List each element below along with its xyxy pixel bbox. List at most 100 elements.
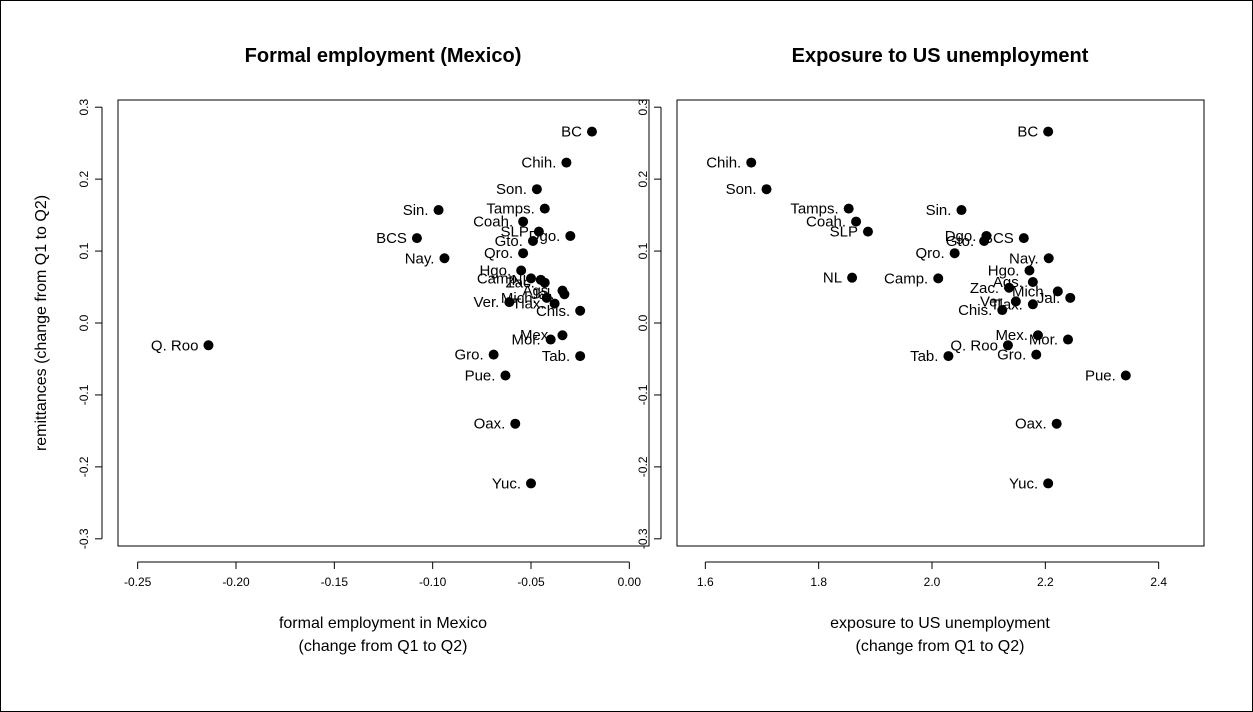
plot-frame (117, 99, 650, 547)
y-tick-label: -0.1 (636, 384, 650, 405)
x-tick-label: -0.20 (222, 575, 250, 589)
data-point (1018, 233, 1029, 244)
data-point (575, 351, 586, 362)
data-point (1024, 265, 1035, 276)
data-point-label: Gto. (946, 233, 974, 250)
data-point (1043, 253, 1054, 264)
data-point-label: BCS (983, 230, 1014, 247)
plot-frame (676, 99, 1205, 547)
data-point (559, 289, 570, 300)
data-point (549, 298, 560, 309)
data-point (575, 305, 586, 316)
data-point-label: Pue. (465, 368, 496, 385)
data-point-label: Oax. (1015, 416, 1047, 433)
data-point (1051, 418, 1062, 429)
data-point-label: Qro. (484, 245, 513, 262)
data-point-label: Jal. (1037, 290, 1060, 307)
y-tick-label: 0.1 (636, 242, 650, 259)
data-point-label: Camp. (477, 270, 521, 287)
data-point (949, 248, 960, 259)
data-point (1010, 296, 1021, 307)
data-point (1043, 126, 1054, 137)
y-tick-label: 0.3 (636, 99, 650, 116)
data-point (761, 184, 772, 195)
data-point-label: Mich. (1012, 283, 1048, 300)
data-point-label: Chih. (521, 155, 556, 172)
data-point (539, 203, 550, 214)
y-axis: -0.3 -0.2 -0.1 0.0 0.1 0.2 0.3 (636, 99, 662, 549)
data-point-label: Pue. (1085, 368, 1116, 385)
data-point-label: Ags. (993, 274, 1023, 291)
y-tick-label: -0.2 (636, 456, 650, 477)
x-axis: -0.25 -0.20 -0.15 -0.10 -0.05 0.00 (124, 561, 642, 589)
data-point-label: Gro. (997, 347, 1026, 364)
data-point-label: SLP (830, 224, 858, 241)
data-point (956, 205, 967, 216)
data-point-label: Oax. (474, 416, 506, 433)
x-tick-label: 2.0 (924, 575, 941, 589)
data-point (439, 253, 450, 264)
data-point (545, 334, 556, 345)
data-point (979, 235, 990, 246)
x-tick-label: 0.00 (618, 575, 642, 589)
data-point-label: Tamps. (790, 201, 838, 218)
data-point (504, 297, 515, 308)
data-point (526, 273, 536, 284)
data-point-label: Ver. (474, 294, 500, 311)
y-tick-label: 0.0 (636, 314, 650, 331)
data-point-label: Yuc. (1009, 475, 1038, 492)
data-point-label: Mor. (1029, 332, 1058, 349)
x-tick-label: -0.10 (419, 575, 447, 589)
x-axis: 1.6 1.8 2.0 2.2 2.4 (697, 561, 1167, 589)
x-axis-label: exposure to US unemployment (830, 615, 1050, 632)
data-point-label: Q. Roo (151, 337, 199, 354)
data-point-label: Tamps. (486, 201, 534, 218)
data-point (557, 330, 568, 341)
data-point (843, 203, 854, 214)
data-point-label: Mex. (520, 327, 553, 344)
y-tick-label: -0.3 (77, 528, 91, 549)
data-point (1002, 340, 1013, 351)
points-layer: BC Chih. Son. Tamps. Sin. Coah.SLP Dgo. BCS Gto.… (706, 124, 1131, 492)
data-point (1027, 276, 1038, 287)
y-tick-label: -0.1 (77, 384, 91, 405)
data-point-label: BCS (376, 230, 407, 247)
data-point-label: Zac. (506, 275, 535, 292)
data-point-label: Hgo. (479, 262, 511, 279)
data-point-label: Zac. (970, 280, 999, 297)
y-tick-label: -0.3 (636, 528, 650, 549)
data-point (411, 233, 422, 244)
data-point (1052, 286, 1063, 297)
x-axis-label-line2: (change from Q1 to Q2) (299, 638, 468, 655)
data-point-label: SLP (501, 224, 529, 241)
data-point (1120, 370, 1131, 381)
data-point (847, 272, 858, 283)
panel-title: Formal employment (Mexico) (245, 45, 522, 67)
data-point-label: Sin. (926, 202, 952, 219)
x-tick-label: 1.8 (810, 575, 827, 589)
data-point (1027, 299, 1038, 310)
data-point-label: NL (512, 272, 531, 289)
data-point-label: Nay. (1009, 250, 1039, 267)
x-tick-label: -0.15 (321, 575, 349, 589)
data-point (510, 418, 521, 429)
data-point-label: Nay. (405, 250, 435, 267)
data-point (488, 349, 499, 360)
y-axis: -0.3 -0.2 -0.1 0.0 0.1 0.2 0.3 (77, 99, 103, 549)
data-point-label: Chis. (536, 303, 570, 320)
data-point (1004, 282, 1015, 293)
data-point (433, 205, 444, 216)
data-point (997, 305, 1008, 316)
x-axis-label: formal employment in Mexico (279, 615, 487, 632)
data-point (746, 157, 757, 168)
data-point (565, 230, 576, 241)
y-tick-label: 0.0 (77, 314, 91, 331)
x-axis-label-line2: (change from Q1 to Q2) (856, 638, 1025, 655)
data-point (518, 216, 529, 227)
x-tick-label: 1.6 (697, 575, 714, 589)
data-point-label: Tlax. (512, 296, 545, 313)
data-point-label: Chis. (958, 302, 992, 319)
data-point (1065, 292, 1076, 303)
